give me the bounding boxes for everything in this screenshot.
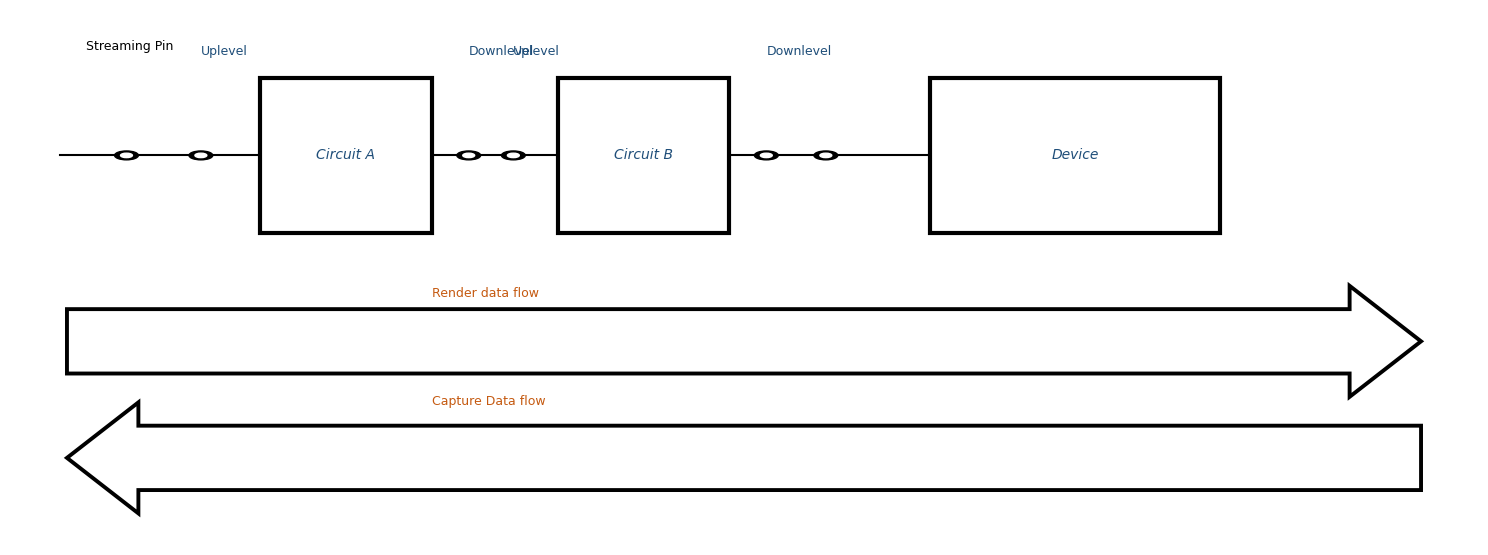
Circle shape xyxy=(463,153,475,158)
Text: Circuit A: Circuit A xyxy=(317,148,375,163)
Circle shape xyxy=(507,153,519,158)
Circle shape xyxy=(760,153,772,158)
Text: Uplevel: Uplevel xyxy=(513,46,561,58)
Circle shape xyxy=(121,153,132,158)
Text: Render data flow: Render data flow xyxy=(432,287,539,300)
Circle shape xyxy=(820,153,832,158)
Text: Streaming Pin: Streaming Pin xyxy=(86,40,174,53)
Bar xyxy=(558,78,729,233)
Bar xyxy=(260,78,432,233)
Text: Capture Data flow: Capture Data flow xyxy=(432,395,545,408)
Circle shape xyxy=(754,151,778,160)
Text: Downlevel: Downlevel xyxy=(766,46,832,58)
Text: Uplevel: Uplevel xyxy=(201,46,248,58)
Circle shape xyxy=(115,151,138,160)
Polygon shape xyxy=(67,286,1421,397)
Circle shape xyxy=(457,151,481,160)
Text: Downlevel: Downlevel xyxy=(469,46,534,58)
Circle shape xyxy=(501,151,525,160)
Circle shape xyxy=(814,151,838,160)
Text: Device: Device xyxy=(1052,148,1098,163)
Text: Circuit B: Circuit B xyxy=(615,148,673,163)
Polygon shape xyxy=(67,402,1421,513)
Circle shape xyxy=(189,151,213,160)
Bar xyxy=(930,78,1220,233)
Circle shape xyxy=(195,153,207,158)
